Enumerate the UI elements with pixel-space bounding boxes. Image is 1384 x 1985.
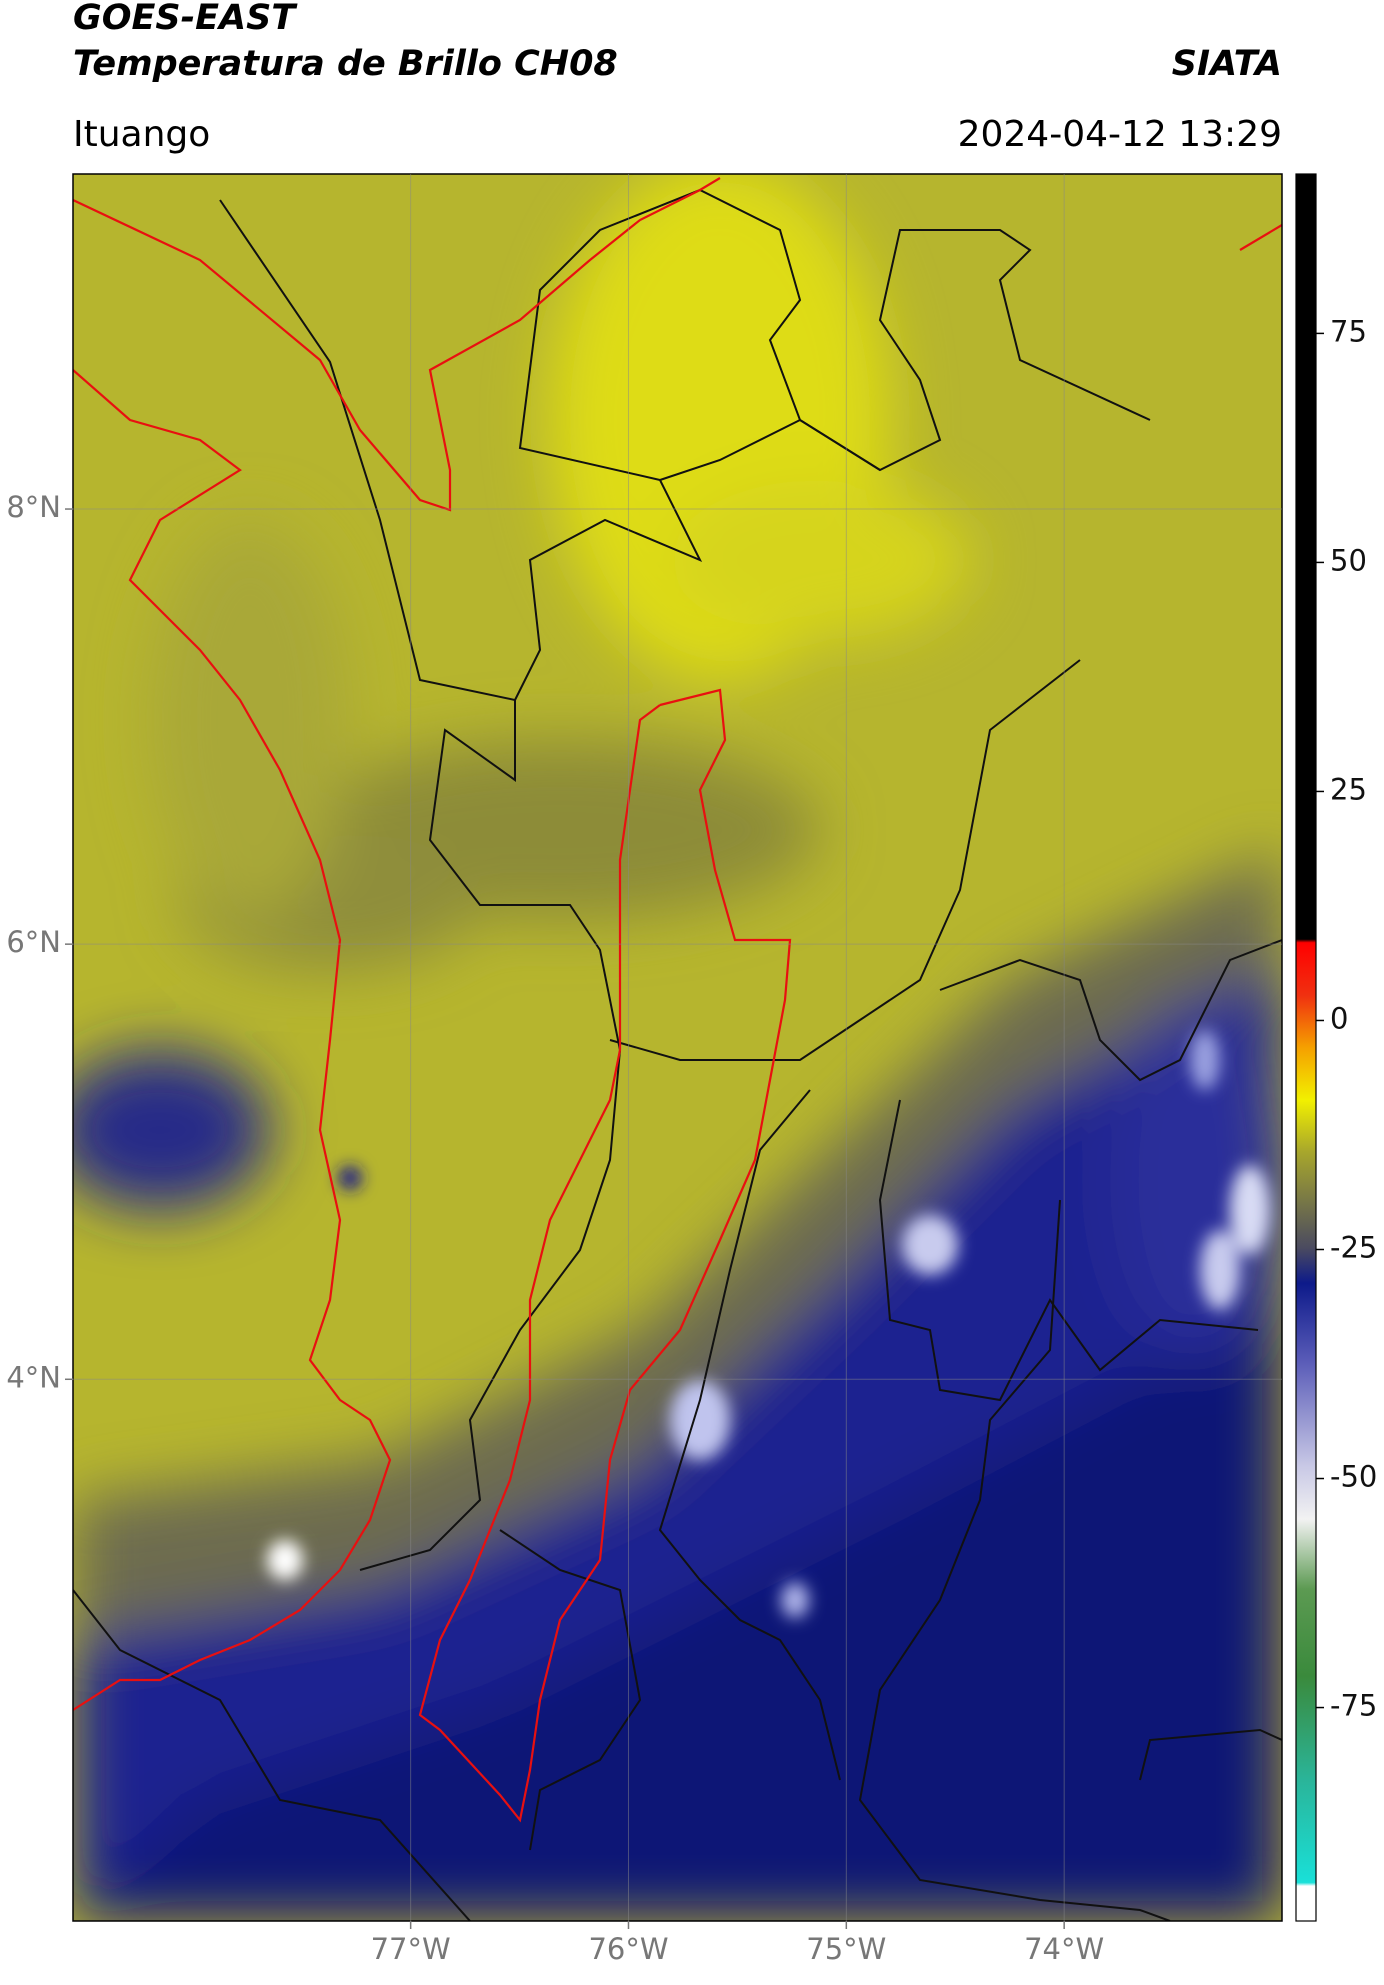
map-image: [73, 174, 1282, 1921]
source: SIATA: [1172, 44, 1282, 84]
map-frame: [72, 173, 1283, 1922]
graticule: 77°W 76°W 75°W 74°W 8°N 6°N 4°N: [6, 174, 1282, 1966]
colorbar-ticks: 75 50 25 0 -25 -50 -75: [1316, 314, 1377, 1723]
lat-tick-label: 8°N: [6, 490, 61, 524]
colorbar-tick-label: 0: [1330, 1001, 1348, 1035]
colorbar-tick-label: -50: [1330, 1460, 1377, 1494]
title: GOES-EAST: [73, 0, 298, 38]
datetime: 2024-04-12 13:29: [958, 114, 1282, 155]
lon-tick-label: 77°W: [371, 1932, 451, 1966]
colorbar: [1295, 173, 1317, 1922]
lat-tick-label: 4°N: [6, 1360, 61, 1394]
lon-tick-label: 76°W: [588, 1932, 668, 1966]
coastline: [73, 177, 1282, 1823]
colorbar-tick-label: 75: [1330, 314, 1367, 348]
lat-tick-label: 6°N: [6, 925, 61, 959]
colorbar-tick-label: 25: [1330, 772, 1367, 806]
colorbar-tick-label: -75: [1330, 1689, 1377, 1723]
subtitle: Temperatura de Brillo CH08: [73, 44, 618, 84]
lon-tick-label: 74°W: [1024, 1932, 1104, 1966]
borders: [73, 188, 1282, 1921]
colorbar-tick-label: 50: [1330, 543, 1367, 577]
lon-tick-label: 75°W: [806, 1932, 886, 1966]
colorbar-tick-label: -25: [1330, 1230, 1377, 1264]
location: Ituango: [73, 114, 210, 155]
